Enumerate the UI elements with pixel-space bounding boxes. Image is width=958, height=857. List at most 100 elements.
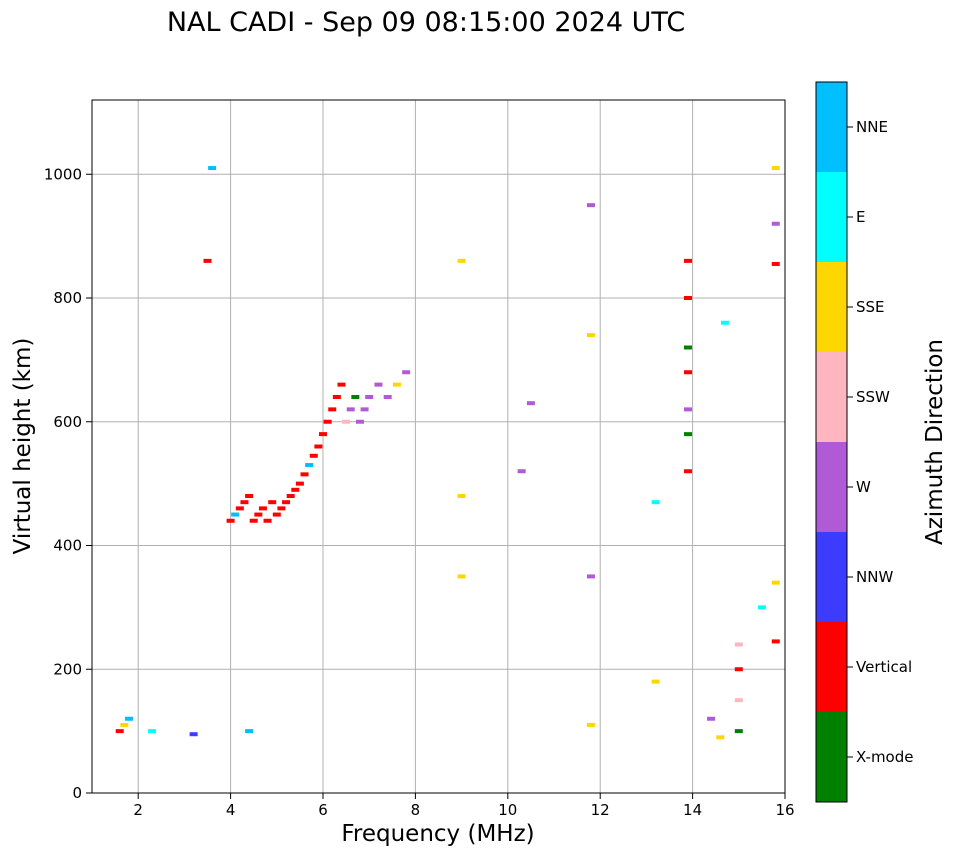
x-tick-label: 10 <box>498 801 517 819</box>
data-point <box>208 166 217 171</box>
data-point <box>226 518 235 523</box>
data-point <box>526 401 535 406</box>
data-point <box>295 481 304 486</box>
x-tick-label: 2 <box>133 801 143 819</box>
colorbar-swatch <box>816 172 847 262</box>
data-point <box>314 444 323 449</box>
data-point <box>771 166 780 171</box>
colorbar-label: Azimuth Direction <box>922 339 948 545</box>
data-point <box>148 729 157 734</box>
colorbar-tick-label: Vertical <box>856 658 912 676</box>
plot-area <box>92 100 785 793</box>
y-axis-label: Virtual height (km) <box>10 338 36 555</box>
data-point <box>757 605 766 610</box>
data-point <box>734 667 743 672</box>
data-point <box>263 518 272 523</box>
x-tick-label: 16 <box>775 801 794 819</box>
data-point <box>355 419 364 424</box>
data-point <box>254 512 263 517</box>
data-point <box>771 580 780 585</box>
data-point <box>771 221 780 226</box>
colorbar-swatch <box>816 442 847 532</box>
data-point <box>115 729 124 734</box>
data-point <box>235 506 244 511</box>
data-point <box>734 698 743 703</box>
data-point <box>734 729 743 734</box>
colorbar-tick-label: SSW <box>856 388 890 406</box>
data-point <box>365 395 374 399</box>
y-tick-label: 400 <box>53 537 82 555</box>
data-point <box>771 261 780 266</box>
data-point <box>249 518 258 523</box>
x-tick-label: 6 <box>318 801 328 819</box>
data-point <box>457 258 466 263</box>
x-axis-ticks: 2 4 6 8 10 12 14 16 <box>133 793 795 819</box>
data-point <box>258 506 267 511</box>
colorbar-tick-label: SSE <box>856 298 885 316</box>
data-point <box>309 453 318 458</box>
data-point <box>457 494 466 498</box>
colorbar: X-mode Vertical NNW W SSW SSE E NNE <box>815 81 913 803</box>
data-point <box>683 296 692 300</box>
data-point <box>586 574 595 579</box>
colorbar-tick-label: NNW <box>856 568 893 586</box>
data-point <box>286 494 295 498</box>
colorbar-swatch <box>816 712 847 802</box>
plot-frame <box>91 99 786 794</box>
colorbar-swatch <box>816 82 847 172</box>
data-point <box>383 395 392 399</box>
colorbar-tick-label: X-mode <box>856 748 913 766</box>
data-point <box>124 716 133 721</box>
data-point <box>240 500 249 505</box>
colorbar-swatch <box>816 622 847 712</box>
data-point <box>457 574 466 579</box>
data-point <box>517 469 526 474</box>
data-point <box>716 735 725 740</box>
grid-lines <box>92 100 785 793</box>
data-point <box>291 487 300 492</box>
data-point <box>586 722 595 727</box>
data-point <box>337 382 346 387</box>
y-tick-label: 800 <box>53 289 82 307</box>
chart-title: NAL CADI - Sep 09 08:15:00 2024 UTC <box>167 7 685 38</box>
data-point <box>351 395 360 399</box>
y-tick-label: 0 <box>72 784 82 802</box>
data-point <box>683 370 692 375</box>
x-axis-label: Frequency (MHz) <box>341 821 534 847</box>
data-point <box>707 716 716 721</box>
data-point <box>277 506 286 511</box>
data-point <box>734 642 743 647</box>
colorbar-swatch <box>816 262 847 352</box>
data-point <box>360 407 369 412</box>
data-point <box>272 512 281 517</box>
colorbar-tick-label: NNE <box>856 118 888 136</box>
colorbar-swatch <box>816 352 847 442</box>
data-point <box>203 258 212 263</box>
data-point <box>683 407 692 412</box>
data-point <box>231 512 240 517</box>
x-tick-label: 14 <box>683 801 702 819</box>
data-point <box>683 345 692 350</box>
data-point <box>332 395 341 399</box>
data-point <box>586 203 595 208</box>
x-tick-label: 12 <box>591 801 610 819</box>
data-point <box>651 500 660 505</box>
data-point <box>282 500 291 505</box>
colorbar-tick-label: E <box>856 208 865 226</box>
y-tick-label: 600 <box>53 413 82 431</box>
data-point <box>120 722 129 727</box>
data-point <box>305 463 314 468</box>
data-points <box>115 166 780 740</box>
data-point <box>402 370 411 375</box>
colorbar-tick-label: W <box>856 478 871 496</box>
data-point <box>245 729 254 734</box>
data-point <box>323 419 332 424</box>
data-point <box>342 419 351 424</box>
data-point <box>328 407 337 412</box>
data-point <box>268 500 277 505</box>
data-point <box>346 407 355 412</box>
x-tick-label: 8 <box>411 801 421 819</box>
data-point <box>586 333 595 338</box>
data-point <box>720 320 729 325</box>
